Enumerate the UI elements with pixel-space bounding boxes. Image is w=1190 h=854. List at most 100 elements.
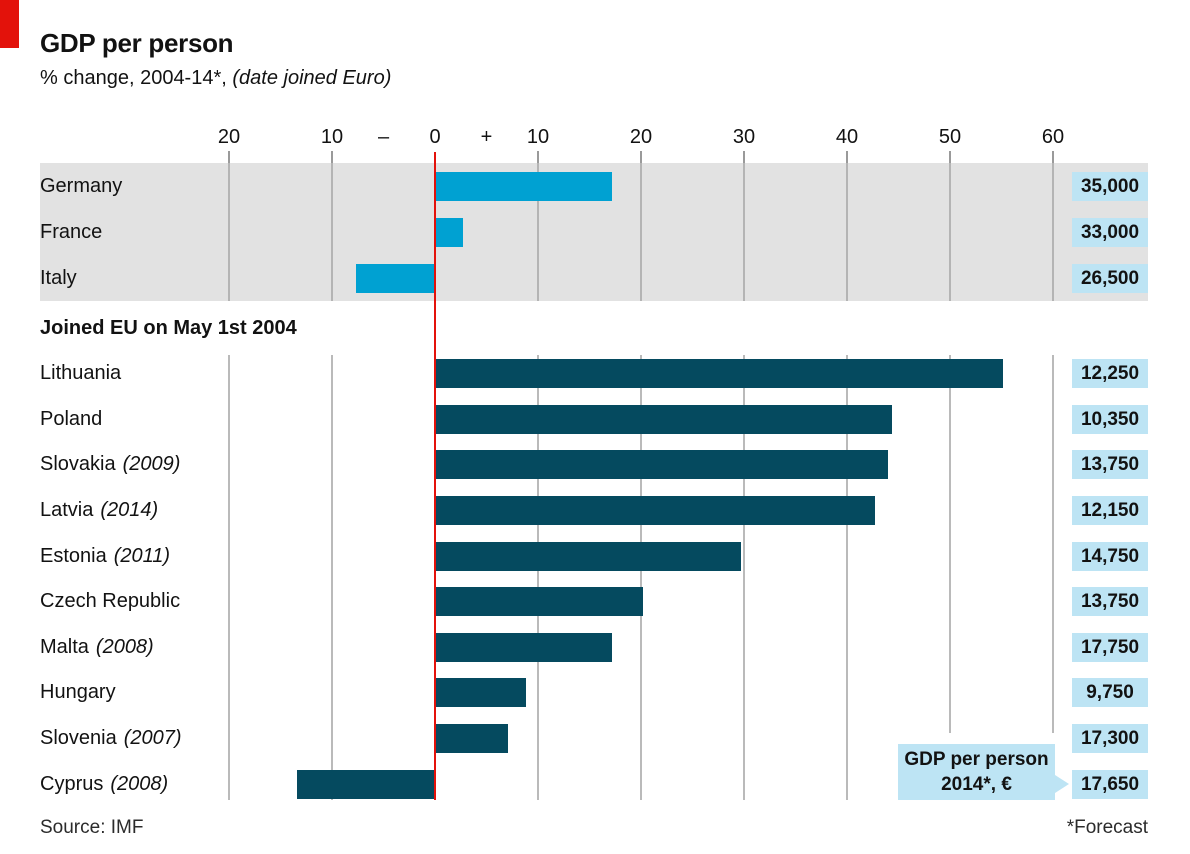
- chart-title: GDP per person: [40, 28, 234, 58]
- gridline: [331, 355, 333, 800]
- euro-join-year: (2008): [95, 635, 154, 658]
- gridline: [537, 163, 539, 301]
- country-name: Slovenia: [40, 727, 117, 750]
- bar-row-germany: Germany 35,000: [0, 163, 1190, 209]
- bar-row-hungary: Hungary 9,750: [0, 670, 1190, 716]
- callout-line-1: GDP per person: [904, 749, 1049, 770]
- gridline: [228, 163, 230, 301]
- gridline: [846, 355, 848, 800]
- bar-hungary: [436, 678, 526, 708]
- country-label: Italy: [40, 255, 425, 301]
- footnote-text: *Forecast: [1066, 817, 1148, 838]
- country-name: France: [40, 220, 103, 243]
- euro-join-year: (2011): [113, 544, 171, 567]
- axis-tick-label: 40: [835, 126, 859, 148]
- bar-czech-republic: [436, 587, 644, 617]
- axis-tick-mark: [537, 151, 539, 165]
- gdp-value-badge: 33,000: [1072, 217, 1148, 247]
- country-name: Italy: [40, 266, 77, 289]
- euro-join-year: (2009): [122, 453, 181, 476]
- bar-latvia: [436, 496, 875, 526]
- gridline: [743, 355, 745, 800]
- axis-tick-label: 20: [629, 126, 653, 148]
- gridline: [228, 355, 230, 800]
- axis-tick-mark: [743, 151, 745, 165]
- gridline: [949, 355, 951, 733]
- source-text: Source: IMF: [40, 817, 144, 838]
- country-label: Slovakia (2009): [40, 442, 425, 488]
- axis-tick-mark: [331, 151, 333, 165]
- bar-france: [436, 217, 463, 247]
- gdp-value-badge: 35,000: [1072, 171, 1148, 201]
- axis-tick-label: +: [480, 126, 493, 148]
- axis-tick-label: –: [377, 126, 390, 148]
- country-name: Czech Republic: [40, 590, 181, 613]
- axis-tick-mark: [1052, 151, 1054, 165]
- country-name: Estonia: [40, 544, 107, 567]
- gridline: [949, 163, 951, 301]
- bar-row-slovakia: Slovakia (2009) 13,750: [0, 442, 1190, 488]
- axis-tick-label: 50: [938, 126, 962, 148]
- axis-tick-label: 10: [526, 126, 550, 148]
- zero-axis-line: [434, 152, 436, 800]
- bar-row-czech-republic: Czech Republic 13,750: [0, 579, 1190, 625]
- euro-join-year: (2007): [123, 727, 182, 750]
- country-label: Germany: [40, 163, 425, 209]
- axis-tick-label: 60: [1041, 126, 1065, 148]
- country-label: Hungary: [40, 670, 425, 716]
- gdp-value-badge: 14,750: [1072, 541, 1148, 571]
- country-label: Poland: [40, 397, 425, 443]
- country-label: Cyprus (2008): [40, 761, 425, 807]
- chart-subtitle: % change, 2004-14*, (date joined Euro): [40, 67, 391, 90]
- bar-malta: [436, 632, 613, 662]
- axis-tick-label: 30: [732, 126, 756, 148]
- section-heading-joined-eu: Joined EU on May 1st 2004: [40, 317, 297, 339]
- country-name: Poland: [40, 407, 103, 430]
- bar-row-estonia: Estonia (2011) 14,750: [0, 533, 1190, 579]
- gdp-value-badge: 17,650: [1072, 769, 1148, 799]
- gdp-value-badge: 9,750: [1072, 678, 1148, 708]
- euro-join-year: (2014): [100, 499, 159, 522]
- gdp-value-badge: 17,750: [1072, 632, 1148, 662]
- gdp-value-badge: 10,350: [1072, 404, 1148, 434]
- callout-gdp-per-person: GDP per person 2014*, €: [898, 744, 1055, 800]
- axis-tick-mark: [949, 151, 951, 165]
- gridline: [743, 163, 745, 301]
- gridline: [640, 355, 642, 800]
- country-name: Germany: [40, 174, 123, 197]
- gdp-value-badge: 17,300: [1072, 724, 1148, 754]
- bar-row-france: France 33,000: [0, 209, 1190, 255]
- gdp-value-badge: 12,250: [1072, 359, 1148, 389]
- gridline: [846, 163, 848, 301]
- country-name: Cyprus: [40, 772, 104, 795]
- country-label: Latvia (2014): [40, 488, 425, 534]
- gridline: [1052, 163, 1054, 301]
- red-accent-block: [0, 0, 19, 48]
- bar-slovakia: [436, 450, 889, 480]
- country-label: Slovenia (2007): [40, 716, 425, 762]
- axis-tick-label: 0: [429, 126, 441, 148]
- gdp-value-badge: 13,750: [1072, 587, 1148, 617]
- subtitle-plain: % change, 2004-14*,: [40, 67, 233, 89]
- bar-row-italy: Italy 26,500: [0, 255, 1190, 301]
- bar-lithuania: [436, 359, 1003, 389]
- axis-tick-label: 10: [320, 126, 344, 148]
- bar-row-cyprus: Cyprus (2008) 17,650: [0, 761, 1190, 807]
- country-name: Latvia: [40, 499, 94, 522]
- country-label: Estonia (2011): [40, 533, 425, 579]
- euro-join-year: (2008): [110, 772, 169, 795]
- bar-row-lithuania: Lithuania 12,250: [0, 351, 1190, 397]
- callout-line-2: 2014*, €: [941, 774, 1012, 795]
- bar-italy: [355, 263, 434, 293]
- country-name: Lithuania: [40, 362, 122, 385]
- axis-tick-mark: [640, 151, 642, 165]
- country-name: Malta: [40, 635, 89, 658]
- country-label: France: [40, 209, 425, 255]
- axis-tick-mark: [846, 151, 848, 165]
- country-label: Malta (2008): [40, 625, 425, 671]
- axis-tick-mark: [228, 151, 230, 165]
- country-name: Hungary: [40, 681, 116, 704]
- country-label: Czech Republic: [40, 579, 425, 625]
- callout-pointer-icon: [1055, 775, 1069, 793]
